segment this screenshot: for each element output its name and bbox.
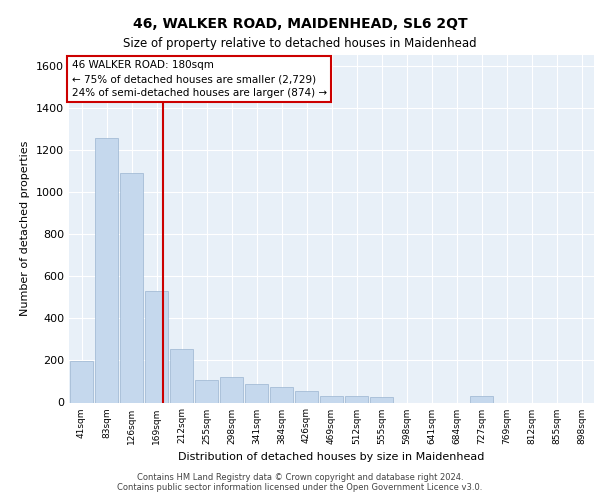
Text: Contains HM Land Registry data © Crown copyright and database right 2024.
Contai: Contains HM Land Registry data © Crown c…: [118, 473, 482, 492]
X-axis label: Distribution of detached houses by size in Maidenhead: Distribution of detached houses by size …: [178, 452, 485, 462]
Text: 46 WALKER ROAD: 180sqm
← 75% of detached houses are smaller (2,729)
24% of semi-: 46 WALKER ROAD: 180sqm ← 75% of detached…: [71, 60, 327, 98]
Bar: [95, 138, 118, 402]
Bar: [120, 173, 143, 402]
Bar: [195, 380, 218, 402]
Bar: [170, 349, 193, 403]
Bar: [245, 384, 268, 402]
Bar: [320, 396, 343, 402]
Bar: [295, 391, 318, 402]
Bar: [145, 291, 168, 403]
Bar: [345, 396, 368, 402]
Bar: [470, 396, 493, 402]
Bar: [220, 377, 243, 402]
Bar: [70, 362, 93, 403]
Bar: [270, 386, 293, 402]
Text: 46, WALKER ROAD, MAIDENHEAD, SL6 2QT: 46, WALKER ROAD, MAIDENHEAD, SL6 2QT: [133, 18, 467, 32]
Bar: [370, 397, 393, 402]
Y-axis label: Number of detached properties: Number of detached properties: [20, 141, 31, 316]
Text: Size of property relative to detached houses in Maidenhead: Size of property relative to detached ho…: [123, 38, 477, 51]
